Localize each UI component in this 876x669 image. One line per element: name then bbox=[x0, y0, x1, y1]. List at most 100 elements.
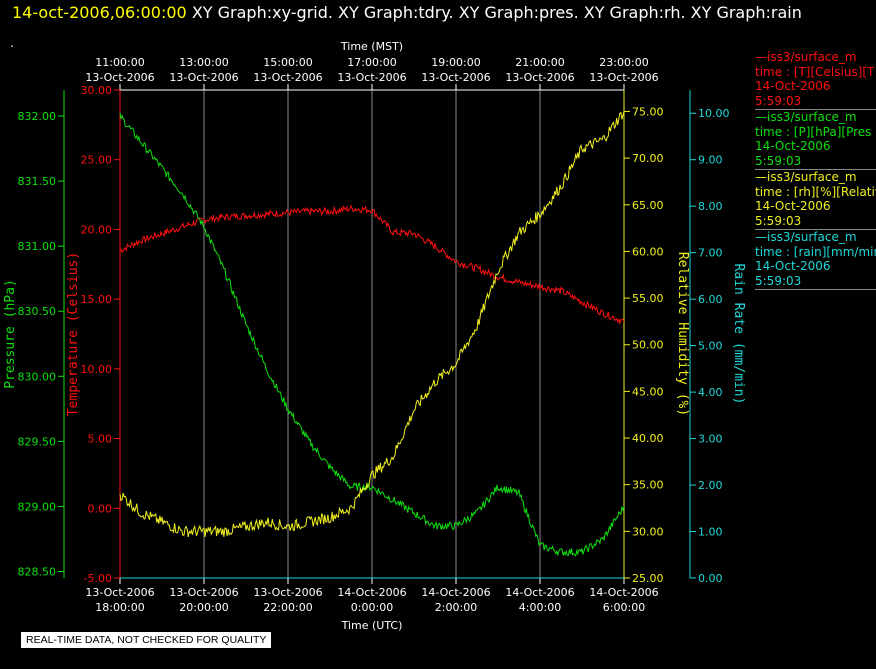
x-tick-bottom-date: 13-Oct-2006 bbox=[85, 586, 154, 599]
pressure-tick-label: 830.50 bbox=[18, 305, 57, 318]
legend-date: 14-Oct-2006 bbox=[755, 259, 831, 273]
x-tick-bottom-time: 4:00:00 bbox=[519, 601, 561, 614]
series-line-pressure bbox=[119, 112, 625, 557]
rain-tick-label: 7.00 bbox=[698, 247, 723, 260]
rh-tick-label: 65.00 bbox=[632, 199, 664, 212]
pressure-tick-label: 831.50 bbox=[18, 175, 57, 188]
pressure-axis-label: Pressure (hPa) bbox=[3, 279, 18, 389]
legend-date: 14-Oct-2006 bbox=[755, 79, 831, 93]
x-tick-top-date: 13-Oct-2006 bbox=[505, 71, 574, 84]
legend-name: —iss3/surface_m bbox=[755, 110, 857, 124]
pressure-tick-label: 829.00 bbox=[18, 500, 57, 513]
rain-tick-label: 3.00 bbox=[698, 433, 723, 446]
pressure-tick-label: 831.00 bbox=[18, 240, 57, 253]
pressure-tick-label: 829.50 bbox=[18, 435, 57, 448]
x-tick-top-date: 13-Oct-2006 bbox=[253, 71, 322, 84]
rh-tick-label: 30.00 bbox=[632, 525, 664, 538]
x-tick-bottom-time: 6:00:00 bbox=[603, 601, 645, 614]
series-line-temperature bbox=[119, 204, 625, 325]
x-tick-top-date: 13-Oct-2006 bbox=[169, 71, 238, 84]
x-tick-top-date: 13-Oct-2006 bbox=[421, 71, 490, 84]
rh-tick-label: 45.00 bbox=[632, 385, 664, 398]
x-tick-top-date: 13-Oct-2006 bbox=[337, 71, 406, 84]
title-graph-list: XY Graph:xy-grid. XY Graph:tdry. XY Grap… bbox=[191, 3, 802, 22]
rain-axis-label: Rain Rate (mm/min) bbox=[731, 264, 746, 405]
x-tick-top-time: 11:00:00 bbox=[95, 56, 144, 69]
legend-var: time : [P][hPa][Pres bbox=[755, 124, 872, 139]
x-tick-bottom-date: 13-Oct-2006 bbox=[253, 586, 322, 599]
x-tick-top-time: 21:00:00 bbox=[515, 56, 564, 69]
legend-time: 5:59:03 bbox=[755, 213, 802, 228]
rh-tick-label: 75.00 bbox=[632, 105, 664, 118]
legend-entry: —iss3/surface_m time : [P][hPa][Pres 14-Oc… bbox=[755, 110, 876, 170]
page-title: 14-oct-2006,06:00:00 XY Graph:xy-grid. X… bbox=[12, 3, 802, 22]
rain-tick-label: 5.00 bbox=[698, 340, 723, 353]
x-tick-bottom-time: 0:00:00 bbox=[351, 601, 393, 614]
x-tick-bottom-date: 14-Oct-2006 bbox=[421, 586, 490, 599]
legend-entry: —iss3/surface_m time : [rh][%][Relativ 14-… bbox=[755, 170, 876, 230]
pressure-tick-label: 830.00 bbox=[18, 370, 57, 383]
rain-tick-label: 4.00 bbox=[698, 386, 723, 399]
legend-date: 14-Oct-2006 bbox=[755, 199, 831, 213]
legend-var: time : [rain][mm/min bbox=[755, 244, 876, 259]
title-datetime: 14-oct-2006,06:00:00 bbox=[12, 3, 187, 22]
rh-axis-label: Relative Humidity (%) bbox=[675, 252, 690, 416]
rain-tick-label: 2.00 bbox=[698, 479, 723, 492]
rh-tick-label: 70.00 bbox=[632, 152, 664, 165]
x-axis-top-label: Time (MST) bbox=[340, 40, 403, 53]
pressure-tick-label: 828.50 bbox=[18, 565, 57, 578]
x-tick-top-time: 23:00:00 bbox=[599, 56, 648, 69]
quality-note: REAL-TIME DATA, NOT CHECKED FOR QUALITY bbox=[20, 631, 273, 649]
pressure-tick-label: 832.00 bbox=[18, 110, 57, 123]
x-tick-top-date: 13-Oct-2006 bbox=[85, 71, 154, 84]
rh-tick-label: 55.00 bbox=[632, 292, 664, 305]
x-tick-top-date: 13-Oct-2006 bbox=[589, 71, 658, 84]
x-tick-top-time: 15:00:00 bbox=[263, 56, 312, 69]
legend-var: time : [T][Celsius][T bbox=[755, 64, 875, 79]
x-tick-bottom-time: 2:00:00 bbox=[435, 601, 477, 614]
x-tick-bottom-time: 18:00:00 bbox=[95, 601, 144, 614]
legend-time: 5:59:03 bbox=[755, 153, 802, 168]
temperature-tick-label: 30.00 bbox=[81, 84, 113, 97]
temperature-tick-label: 15.00 bbox=[81, 293, 113, 306]
legend-entry: —iss3/surface_m time : [T][Celsius][T 14-O… bbox=[755, 50, 876, 110]
legend-time: 5:59:03 bbox=[755, 93, 802, 108]
legend-time: 5:59:03 bbox=[755, 273, 802, 288]
x-tick-bottom-date: 14-Oct-2006 bbox=[337, 586, 406, 599]
legend-date: 14-Oct-2006 bbox=[755, 139, 831, 153]
x-tick-bottom-date: 14-Oct-2006 bbox=[589, 586, 658, 599]
x-tick-top-time: 13:00:00 bbox=[179, 56, 228, 69]
rain-tick-label: 9.00 bbox=[698, 154, 723, 167]
legend-var: time : [rh][%][Relativ bbox=[755, 184, 876, 199]
rh-tick-label: 40.00 bbox=[632, 432, 664, 445]
temperature-tick-label: 0.00 bbox=[88, 502, 113, 515]
rh-tick-label: 60.00 bbox=[632, 245, 664, 258]
x-axis-bottom-label: Time (UTC) bbox=[341, 619, 403, 632]
rain-tick-label: 10.00 bbox=[698, 107, 730, 120]
legend-name: —iss3/surface_m bbox=[755, 170, 857, 184]
rain-tick-label: 6.00 bbox=[698, 293, 723, 306]
x-tick-bottom-date: 14-Oct-2006 bbox=[505, 586, 574, 599]
temperature-axis-label: Temperature (Celsius) bbox=[66, 252, 81, 416]
x-tick-bottom-time: 22:00:00 bbox=[263, 601, 312, 614]
legend-entry: —iss3/surface_m time : [rain][mm/min 14-Oc… bbox=[755, 230, 876, 290]
x-tick-top-time: 17:00:00 bbox=[347, 56, 396, 69]
rh-tick-label: 35.00 bbox=[632, 479, 664, 492]
x-tick-top-time: 19:00:00 bbox=[431, 56, 480, 69]
temperature-tick-label: -5.00 bbox=[84, 572, 112, 585]
rh-tick-label: 50.00 bbox=[632, 339, 664, 352]
rh-tick-label: 25.00 bbox=[632, 572, 664, 585]
x-tick-bottom-date: 13-Oct-2006 bbox=[169, 586, 238, 599]
legend: —iss3/surface_m time : [T][Celsius][T 14-O… bbox=[755, 50, 876, 290]
temperature-tick-label: 20.00 bbox=[81, 223, 113, 236]
series-line-rh bbox=[119, 111, 625, 537]
temperature-tick-label: 25.00 bbox=[81, 154, 113, 167]
temperature-tick-label: 5.00 bbox=[88, 433, 113, 446]
x-tick-bottom-time: 20:00:00 bbox=[179, 601, 228, 614]
rain-tick-label: 1.00 bbox=[698, 526, 723, 539]
title-dot: . bbox=[10, 36, 14, 50]
temperature-tick-label: 10.00 bbox=[81, 363, 113, 376]
rain-tick-label: 8.00 bbox=[698, 200, 723, 213]
legend-name: —iss3/surface_m bbox=[755, 230, 857, 244]
